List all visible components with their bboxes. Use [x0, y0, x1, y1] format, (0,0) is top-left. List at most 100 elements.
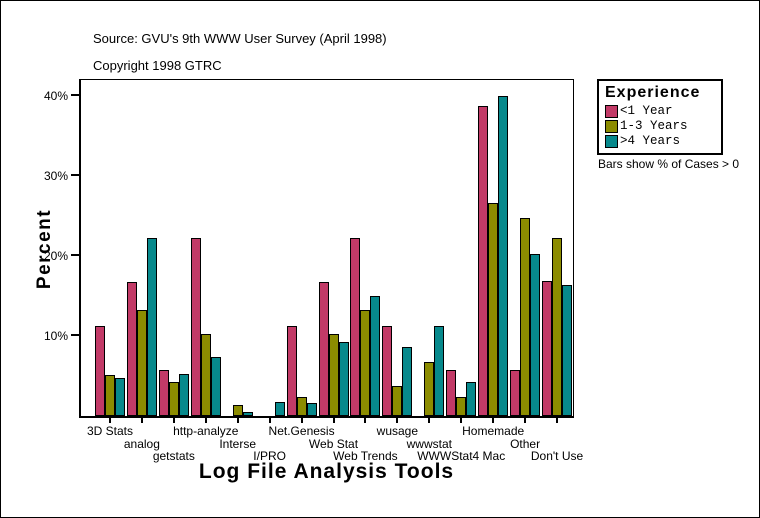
bar: [542, 280, 553, 416]
bar: [392, 386, 403, 416]
bar: [94, 326, 105, 416]
bar: [328, 333, 339, 416]
bar: [306, 403, 317, 416]
x-category-label: Other: [510, 436, 541, 451]
x-category-label: Web Stat: [308, 436, 359, 451]
bar: [530, 253, 541, 416]
x-tick: [332, 418, 335, 423]
bar: [520, 218, 531, 416]
bar-group: [222, 80, 254, 416]
y-tick: [71, 174, 80, 176]
bar: [136, 310, 147, 416]
bar: [200, 333, 211, 416]
bar: [382, 325, 393, 416]
legend-swatch: [605, 119, 618, 133]
x-category-label: http-analyze: [173, 424, 239, 438]
legend-swatch: [605, 104, 618, 118]
bar-group: [126, 80, 158, 416]
chart-copyright-text: Copyright 1998 GTRC: [93, 58, 222, 73]
legend-label: >4 Years: [620, 134, 681, 148]
legend-label: 1-3 Years: [620, 119, 688, 133]
bars-note: Bars show % of Cases > 0: [598, 157, 740, 171]
bar: [126, 281, 137, 416]
x-category-label: 3D Stats: [86, 424, 133, 438]
bar: [488, 203, 499, 416]
x-tick: [556, 418, 559, 423]
bar: [338, 342, 349, 416]
bars-container: [81, 80, 573, 416]
bar: [446, 369, 457, 416]
bar: [360, 310, 371, 416]
x-axis-labels: 3D Stats analog getstats http-analyze Inters…: [87, 424, 583, 464]
x-tick: [300, 418, 303, 423]
bar: [104, 375, 115, 416]
bar: [210, 356, 221, 416]
x-tick: [236, 418, 239, 423]
bar: [114, 377, 125, 416]
y-tick-label: 10%: [43, 329, 68, 343]
chart-source-text: Source: GVU's 9th WWW User Survey (April…: [93, 31, 387, 46]
bar-group: [318, 80, 350, 416]
legend-item: >4 Years: [605, 134, 717, 148]
bar-group: [381, 80, 413, 416]
bar: [478, 105, 489, 416]
x-category-label: WWWStat4 Mac: [417, 449, 506, 463]
x-axis-ticks: [94, 418, 573, 424]
bar: [370, 296, 381, 416]
y-tick: [71, 94, 80, 96]
bar-group: [158, 80, 190, 416]
bar: [146, 238, 157, 416]
x-tick: [204, 418, 207, 423]
x-category-label: getstats: [152, 449, 195, 463]
x-category-label: Don't Use: [530, 449, 584, 463]
bar: [466, 381, 477, 416]
x-tick: [428, 418, 431, 423]
x-tick: [460, 418, 463, 423]
plot-area: 10% 20% 30% 40%: [44, 79, 574, 418]
x-tick: [140, 418, 143, 423]
bar-group: [94, 80, 126, 416]
legend-title: Experience: [605, 84, 701, 101]
bar-group: [190, 80, 222, 416]
bar: [232, 404, 243, 416]
bar: [178, 374, 189, 416]
bar-group: [509, 80, 541, 416]
legend-label: <1 Year: [620, 104, 673, 118]
bar: [456, 396, 467, 416]
x-axis-title: Log File Analysis Tools: [198, 460, 455, 483]
legend-item: 1-3 Years: [605, 119, 717, 133]
x-tick: [364, 418, 367, 423]
x-category-label: wwwstat: [406, 436, 452, 451]
y-tick-label: 30%: [43, 169, 68, 183]
x-category-label: Interse: [219, 436, 257, 451]
bar: [274, 401, 285, 416]
x-category-label: Web Trends: [333, 449, 398, 463]
x-category-label: analog: [123, 436, 160, 451]
bar-group: [445, 80, 477, 416]
y-tick: [71, 334, 80, 336]
bar-group: [477, 80, 509, 416]
legend-item: <1 Year: [605, 104, 717, 118]
x-tick: [172, 418, 175, 423]
bar-group: [254, 80, 286, 416]
x-tick: [396, 418, 399, 423]
bar: [318, 281, 329, 416]
y-tick: [71, 254, 80, 256]
bar: [158, 369, 169, 416]
bar-group: [541, 80, 573, 416]
x-tick: [524, 418, 527, 423]
bar: [402, 347, 413, 416]
bar: [498, 96, 509, 416]
y-tick-label: 20%: [43, 249, 68, 263]
bar: [434, 326, 445, 416]
bar: [242, 412, 253, 416]
bar: [424, 361, 435, 416]
bar: [562, 284, 573, 416]
y-tick-label: 40%: [43, 89, 68, 103]
x-tick: [492, 418, 495, 423]
bar: [168, 381, 179, 416]
legend: Experience <1 Year 1-3 Years >4 Years: [597, 79, 723, 155]
x-category-label: Homemade: [462, 424, 525, 438]
bar-group: [350, 80, 382, 416]
